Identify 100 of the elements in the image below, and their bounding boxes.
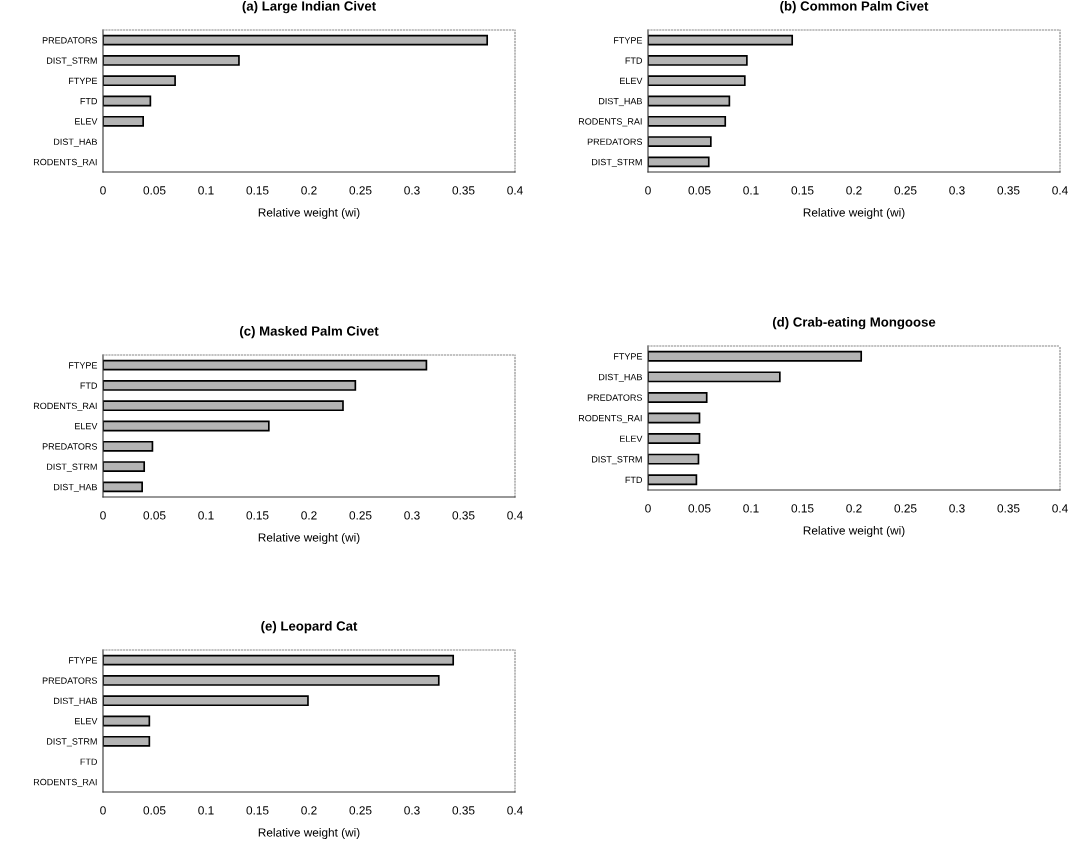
y-tick-label: RODENTS_RAI	[33, 158, 97, 167]
x-tick-label: 0.35	[997, 186, 1020, 195]
y-tick-label: DIST_STRM	[47, 738, 97, 747]
y-tick-label: ELEV	[620, 77, 643, 84]
bar	[648, 391, 708, 403]
bar	[103, 654, 455, 666]
bar	[103, 359, 428, 371]
bar	[648, 115, 727, 127]
chart-title: (b) Common Palm Civet	[780, 0, 929, 14]
y-tick-label: RODENTS_RAI	[578, 414, 642, 424]
chart-title: (c) Masked Palm Civet	[240, 325, 379, 339]
x-tick-label: 0.4	[507, 806, 523, 815]
y-tick-label: PREDATORS	[587, 394, 643, 401]
x-tick-label: 0.25	[349, 186, 372, 195]
y-tick-label: ELEV	[620, 435, 643, 442]
bar	[103, 95, 152, 107]
bar	[648, 75, 746, 87]
bar	[648, 34, 794, 46]
x-tick-label: 0.35	[452, 186, 475, 195]
x-tick-label: 0.3	[404, 806, 420, 815]
bar	[103, 735, 151, 747]
y-tick-label: RODENTS_RAI	[33, 778, 97, 787]
x-axis-title: Relative weight (wi)	[803, 208, 905, 220]
bar	[648, 453, 700, 465]
x-tick-label: 0.1	[743, 504, 759, 513]
x-tick-label: 0	[100, 186, 106, 195]
x-tick-label: 0.2	[301, 511, 317, 520]
x-tick-label: 0.4	[507, 186, 523, 195]
x-tick-label: 0.2	[846, 186, 862, 195]
y-tick-label: PREDATORS	[587, 138, 643, 145]
y-tick-label: FTYPE	[614, 37, 643, 44]
x-tick-label: 0.3	[949, 186, 965, 195]
x-tick-label: 0.2	[846, 504, 862, 513]
bar	[103, 75, 176, 87]
x-tick-label: 0	[645, 504, 651, 513]
y-tick-label: DIST_STRM	[47, 57, 97, 66]
x-tick-label: 0.05	[143, 806, 166, 815]
bar	[648, 412, 701, 424]
y-tick-label: FTYPE	[69, 362, 98, 369]
y-tick-label: ELEV	[75, 118, 98, 125]
y-tick-label: RODENTS_RAI	[33, 402, 97, 411]
bar	[103, 461, 146, 472]
bar	[648, 433, 701, 445]
x-tick-label: 0.35	[452, 511, 475, 520]
bar	[648, 95, 731, 107]
bar	[648, 156, 710, 168]
y-tick-label: ELEV	[75, 423, 98, 430]
x-axis-title: Relative weight (wi)	[258, 828, 360, 840]
x-tick-label: 0.35	[452, 806, 475, 815]
x-tick-label: 0.4	[507, 511, 523, 520]
x-axis-title: Relative weight (wi)	[803, 526, 905, 538]
bar	[103, 481, 143, 493]
bar	[103, 675, 440, 686]
bar	[648, 474, 698, 486]
bar	[103, 55, 240, 66]
bar	[648, 55, 748, 66]
y-tick-label: DIST_STRM	[47, 463, 97, 472]
bar	[103, 420, 270, 432]
y-tick-label: FTD	[625, 57, 643, 64]
x-tick-label: 0.2	[301, 186, 317, 195]
bar	[648, 371, 781, 383]
x-tick-label: 0.3	[949, 504, 965, 513]
y-tick-label: FTD	[80, 382, 98, 389]
y-tick-label: FTD	[80, 758, 98, 765]
bar	[648, 136, 712, 147]
x-tick-label: 0.15	[791, 504, 814, 513]
y-tick-label: FTYPE	[69, 77, 98, 84]
bar	[103, 115, 145, 127]
y-tick-label: DIST_HAB	[54, 483, 97, 492]
y-tick-label: RODENTS_RAI	[578, 118, 642, 127]
bar	[103, 440, 154, 452]
y-tick-label: PREDATORS	[42, 37, 98, 44]
x-tick-label: 0.05	[688, 186, 711, 195]
chart-title: (a) Large Indian Civet	[242, 0, 376, 14]
bar	[103, 715, 151, 727]
bar	[648, 350, 863, 362]
x-tick-label: 0.05	[143, 511, 166, 520]
x-tick-label: 0.15	[791, 186, 814, 195]
y-tick-label: ELEV	[75, 718, 98, 725]
bar	[103, 695, 309, 707]
bar	[103, 380, 357, 391]
y-tick-label: DIST_STRM	[592, 456, 642, 465]
x-tick-label: 0	[100, 806, 106, 815]
x-tick-label: 0.35	[997, 504, 1020, 513]
x-tick-label: 0.25	[894, 504, 917, 513]
y-tick-label: DIST_HAB	[54, 138, 97, 147]
y-tick-label: PREDATORS	[42, 677, 98, 684]
x-tick-label: 0.3	[404, 186, 420, 195]
y-tick-label: DIST_HAB	[599, 373, 642, 382]
x-tick-label: 0.4	[1052, 504, 1068, 513]
y-tick-label: FTYPE	[69, 657, 98, 664]
y-tick-label: FTD	[625, 476, 643, 483]
x-tick-label: 0.1	[198, 186, 214, 195]
x-tick-label: 0.2	[301, 806, 317, 815]
x-tick-label: 0.25	[349, 511, 372, 520]
x-tick-label: 0	[100, 511, 106, 520]
x-tick-label: 0.05	[143, 186, 166, 195]
x-tick-label: 0.05	[688, 504, 711, 513]
y-tick-label: FTD	[80, 98, 98, 105]
y-tick-label: FTYPE	[614, 353, 643, 360]
